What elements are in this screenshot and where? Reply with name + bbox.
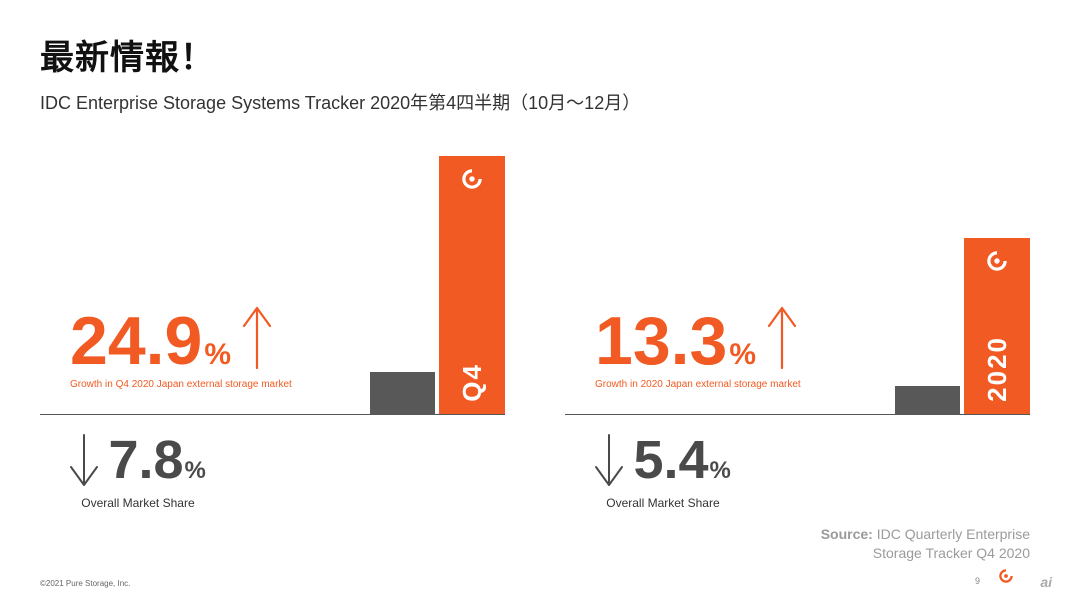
page-number: 9: [975, 576, 980, 586]
source-label: Source:: [821, 526, 873, 542]
source-line1: IDC Quarterly Enterprise: [873, 526, 1030, 542]
growth-value: 24.9: [70, 307, 202, 375]
decline-desc: Overall Market Share: [70, 496, 206, 510]
footer-brand-secondary: ai: [1040, 574, 1052, 590]
orange-bar-2020: 2020: [964, 238, 1030, 414]
gray-bar-2020: [895, 386, 960, 414]
decline-block-2020: 5.4% Overall Market Share: [595, 433, 731, 510]
source-line2: Storage Tracker Q4 2020: [873, 545, 1030, 561]
growth-desc: Growth in Q4 2020 Japan external storage…: [70, 379, 292, 390]
decline-unit: %: [710, 457, 731, 485]
slide-subtitle: IDC Enterprise Storage Systems Tracker 2…: [40, 89, 1030, 115]
panel-q4: Q4 24.9% Growth in Q4 2020 Japan externa…: [40, 120, 505, 520]
growth-desc: Growth in 2020 Japan external storage ma…: [595, 379, 801, 390]
bar-logo-icon: [459, 166, 485, 197]
orange-bar-q4: Q4: [439, 156, 505, 414]
bar-label-2020: 2020: [982, 336, 1013, 402]
copyright-text: ©2021 Pure Storage, Inc.: [40, 579, 130, 588]
baseline: [40, 414, 505, 416]
arrow-up-icon: [767, 306, 797, 375]
growth-block-q4: 24.9% Growth in Q4 2020 Japan external s…: [70, 306, 292, 390]
gray-bar-q4: [370, 372, 435, 414]
arrow-down-icon: [595, 433, 623, 492]
baseline: [565, 414, 1030, 416]
arrow-down-icon: [70, 433, 98, 492]
footer-logo-icon: [997, 567, 1015, 590]
panels-container: Q4 24.9% Growth in Q4 2020 Japan externa…: [40, 120, 1030, 520]
bar-logo-icon: [984, 248, 1010, 279]
slide: 最新情報！ IDC Enterprise Storage Systems Tra…: [0, 0, 1070, 600]
growth-block-2020: 13.3% Growth in 2020 Japan external stor…: [595, 306, 801, 390]
growth-value: 13.3: [595, 307, 727, 375]
growth-unit: %: [204, 338, 231, 372]
decline-value: 5.4: [633, 433, 708, 487]
source-citation: Source: IDC Quarterly Enterprise Storage…: [821, 525, 1030, 564]
decline-value: 7.8: [108, 433, 183, 487]
bar-label-q4: Q4: [457, 363, 488, 402]
slide-title: 最新情報！: [40, 30, 1030, 79]
growth-unit: %: [729, 338, 756, 372]
decline-block-q4: 7.8% Overall Market Share: [70, 433, 206, 510]
decline-unit: %: [185, 457, 206, 485]
arrow-up-icon: [242, 306, 272, 375]
panel-2020: 2020 13.3% Growth in 2020 Japan external…: [565, 120, 1030, 520]
decline-desc: Overall Market Share: [595, 496, 731, 510]
